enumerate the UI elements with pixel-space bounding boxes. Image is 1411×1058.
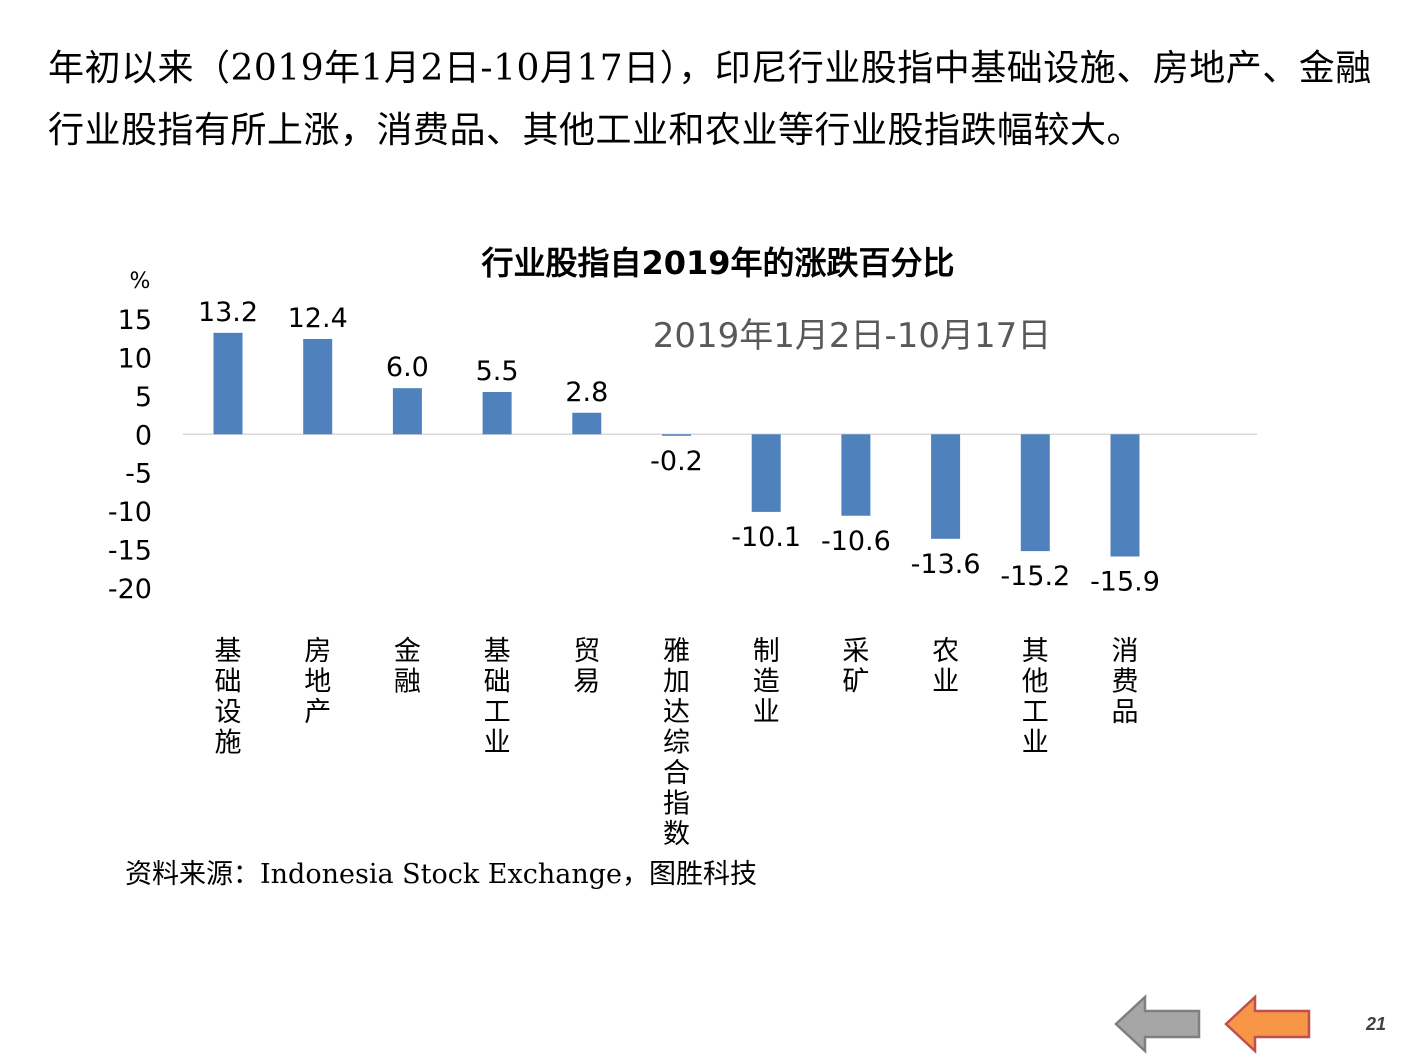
bar-4	[572, 412, 602, 435]
grey-left-arrow-icon[interactable]	[1113, 994, 1203, 1054]
bar-10	[1110, 434, 1140, 557]
value-label-6: -10.1	[731, 522, 801, 553]
bars-group	[213, 332, 1140, 557]
value-label-3: 5.5	[476, 356, 519, 387]
category-label-7: 采矿	[842, 636, 869, 698]
bar-2	[392, 388, 422, 435]
category-label-1: 房地产	[304, 636, 331, 728]
y-tick-label-7: -20	[108, 574, 152, 605]
value-labels-group: 13.2 12.4 6.0 5.5 2.8 -0.2 -10.1 -10.6 -13.6 -15.…	[198, 297, 1160, 598]
value-label-2: 6.0	[386, 352, 429, 383]
y-axis-ticks: 15 10 5 0 -5 -10 -15 -20	[108, 305, 152, 605]
value-label-9: -15.2	[1000, 561, 1070, 592]
category-label-0: 基础设施	[215, 636, 242, 759]
category-label-10: 消费品	[1112, 636, 1139, 728]
value-label-5: -0.2	[650, 446, 703, 477]
bar-3	[482, 392, 512, 435]
y-tick-label-0: 15	[118, 305, 152, 336]
source-note: 资料来源：Indonesia Stock Exchange，图胜科技	[125, 859, 757, 890]
y-tick-label-2: 5	[135, 382, 152, 413]
category-label-3: 基础工业	[484, 636, 511, 759]
chart-subtitle: 2019年1月2日-10月17日	[653, 316, 1052, 356]
chart-title: 行业股指自2019年的涨跌百分比	[481, 244, 954, 282]
category-labels-group: 基础设施 房地产 金融 基础工业 贸易 雅加达综合指数 制造业 采矿 农业 其他工业 消费品	[215, 636, 1139, 850]
y-tick-label-5: -10	[108, 497, 152, 528]
y-tick-label-3: 0	[135, 420, 152, 451]
bar-8	[931, 434, 961, 539]
category-label-2: 金融	[394, 636, 421, 698]
value-label-7: -10.6	[821, 526, 891, 557]
category-label-4: 贸易	[573, 636, 600, 698]
value-label-4: 2.8	[565, 377, 608, 408]
y-tick-label-6: -15	[108, 536, 152, 567]
y-tick-label-4: -5	[125, 459, 152, 490]
orange-left-arrow-icon[interactable]	[1223, 994, 1313, 1054]
category-label-5: 雅加达综合指数	[663, 636, 690, 850]
y-tick-label-1: 10	[118, 343, 152, 374]
value-label-10: -15.9	[1090, 566, 1160, 597]
intro-paragraph: 年初以来（2019年1月2日-10月17日），印尼行业股指中基础设施、房地产、金…	[48, 48, 1372, 151]
y-axis-unit-label: %	[130, 269, 151, 294]
value-label-0: 13.2	[198, 297, 258, 328]
page-number: 21	[1366, 1014, 1387, 1034]
value-label-1: 12.4	[288, 303, 348, 334]
value-label-8: -13.6	[911, 549, 981, 580]
bar-7	[841, 434, 871, 516]
bar-6	[751, 434, 781, 512]
back-arrow-shape	[1114, 994, 1201, 1054]
forward-arrow-shape	[1224, 994, 1311, 1054]
category-label-6: 制造业	[753, 636, 780, 728]
bar-5	[662, 434, 691, 436]
bar-9	[1020, 434, 1050, 552]
bar-0	[213, 332, 243, 435]
bar-chart: 行业股指自2019年的涨跌百分比 2019年1月2日-10月17日 % 15 10…	[108, 244, 1257, 850]
category-label-9: 其他工业	[1022, 636, 1049, 759]
category-label-8: 农业	[932, 636, 959, 698]
bar-1	[303, 338, 333, 435]
